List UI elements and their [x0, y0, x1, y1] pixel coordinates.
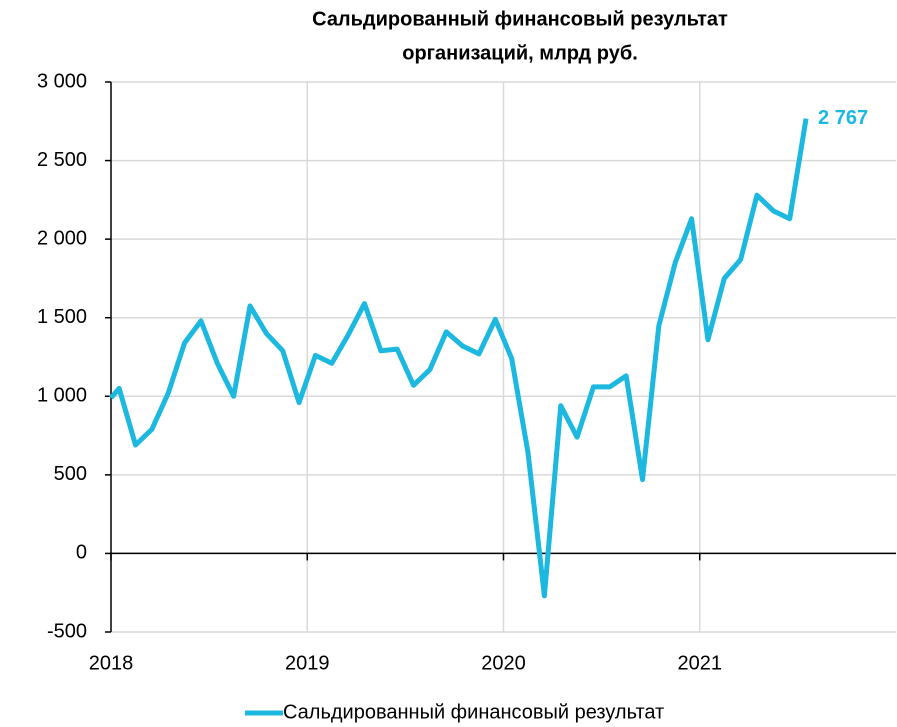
y-tick-label: 2 500	[37, 149, 87, 171]
chart-title: организаций, млрд руб.	[402, 42, 638, 64]
chart-title: Сальдированный финансовый результат	[312, 8, 728, 30]
y-tick-label: 2 000	[37, 227, 87, 249]
legend-label: Сальдированный финансовый результат	[283, 701, 664, 723]
x-tick-label: 2018	[89, 652, 134, 674]
series-line	[109, 118, 809, 599]
y-tick-label: -500	[47, 620, 87, 642]
x-tick-label: 2021	[678, 652, 723, 674]
x-tick-label: 2019	[285, 652, 330, 674]
value-label: 2 767	[818, 107, 868, 129]
y-tick-label: 1 500	[37, 306, 87, 328]
y-tick-label: 0	[76, 542, 87, 564]
y-tick-label: 3 000	[37, 70, 87, 92]
y-tick-label: 1 000	[37, 385, 87, 407]
y-tick-label: 500	[54, 463, 87, 485]
x-tick-label: 2020	[481, 652, 526, 674]
